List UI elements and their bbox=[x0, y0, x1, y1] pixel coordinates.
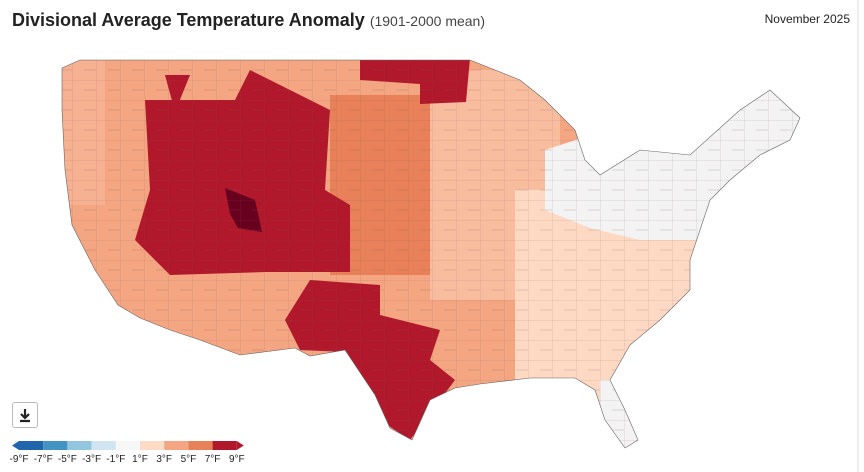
legend-swatch bbox=[164, 441, 189, 450]
us-outline bbox=[61, 59, 801, 449]
subtitle: (1901-2000 mean) bbox=[369, 13, 485, 29]
legend-label: 7°F bbox=[205, 454, 221, 465]
legend-label: 9°F bbox=[229, 454, 245, 465]
title-row: Divisional Average Temperature Anomaly (… bbox=[12, 10, 485, 31]
legend-arrow bbox=[236, 441, 244, 450]
title: Divisional Average Temperature Anomaly bbox=[12, 10, 365, 30]
legend-swatch bbox=[140, 441, 165, 450]
legend-label: -7°F bbox=[34, 454, 53, 465]
legend-swatch bbox=[67, 441, 92, 450]
legend-label: -5°F bbox=[58, 454, 77, 465]
legend-label: -3°F bbox=[82, 454, 101, 465]
legend-label: -1°F bbox=[106, 454, 125, 465]
legend-label: 1°F bbox=[132, 454, 148, 465]
legend-swatch bbox=[43, 441, 68, 450]
legend-swatch bbox=[115, 441, 140, 450]
download-button[interactable] bbox=[12, 402, 38, 428]
legend-arrow bbox=[12, 441, 19, 450]
legend-swatch bbox=[19, 441, 44, 450]
date: November 2025 bbox=[764, 12, 850, 26]
legend-swatch bbox=[188, 441, 213, 450]
legend-swatch bbox=[91, 441, 116, 450]
legend: -9°F -7°F -5°F -3°F -1°F 1°F 3°F 5°F 7°F 9°F bbox=[10, 441, 245, 465]
legend-label: -9°F bbox=[10, 454, 29, 465]
legend-label: 3°F bbox=[156, 454, 172, 465]
legend-swatch bbox=[212, 441, 237, 450]
download-icon bbox=[20, 409, 30, 423]
legend-label: 5°F bbox=[181, 454, 197, 465]
